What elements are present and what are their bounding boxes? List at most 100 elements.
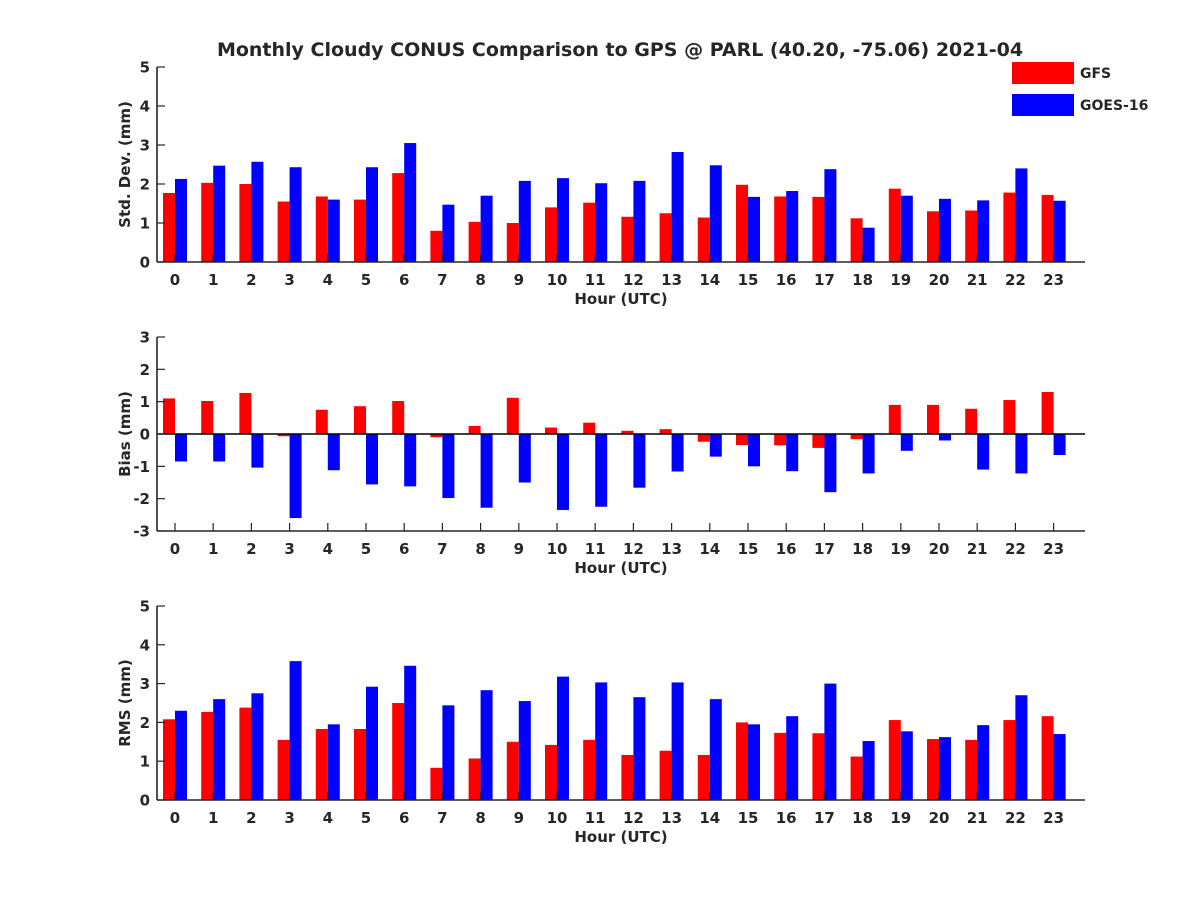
bar-gfs-hour-19	[888, 404, 901, 434]
bar-gfs-hour-14	[697, 754, 710, 800]
x-tick-label: 6	[399, 540, 409, 558]
x-tick-label: 12	[623, 271, 644, 289]
bar-gfs-hour-21	[965, 739, 978, 800]
x-tick-label: 20	[929, 809, 950, 827]
bar-gfs-hour-10	[545, 207, 557, 262]
bar-goes-16-hour-9	[518, 180, 531, 262]
x-tick-label: 16	[776, 540, 797, 558]
bar-goes-16-hour-2	[251, 693, 264, 800]
x-tick-label: 22	[1005, 271, 1026, 289]
bar-gfs-hour-8	[468, 221, 481, 262]
bar-gfs-hour-7	[430, 767, 443, 800]
bar-goes-16-hour-18	[862, 227, 875, 262]
bar-goes-16-hour-4	[327, 199, 340, 262]
bar-goes-16-hour-9	[518, 434, 531, 483]
bar-gfs-hour-23	[1041, 391, 1054, 434]
bar-goes-16-hour-0	[175, 434, 187, 462]
x-tick-label: 18	[852, 540, 873, 558]
bar-gfs-hour-22	[1003, 720, 1016, 800]
x-tick-label: 10	[547, 540, 568, 558]
bar-goes-16-hour-3	[289, 661, 302, 800]
bar-goes-16-hour-14	[709, 165, 722, 262]
bar-goes-16-hour-5	[366, 167, 378, 262]
bar-goes-16-hour-13	[671, 434, 684, 472]
x-tick-label: 0	[170, 271, 180, 289]
bar-goes-16-hour-4	[327, 724, 340, 800]
bar-goes-16-hour-7	[442, 204, 455, 262]
x-tick-label: 9	[514, 540, 524, 558]
bar-goes-16-hour-23	[1053, 434, 1066, 456]
bar-goes-16-hour-8	[480, 434, 493, 508]
bar-gfs-hour-3	[277, 739, 290, 800]
bar-goes-16-hour-20	[939, 737, 951, 800]
x-tick-label: 5	[361, 809, 371, 827]
bar-gfs-hour-3	[277, 434, 290, 437]
x-tick-label: 20	[929, 540, 950, 558]
x-tick-label: 15	[738, 540, 759, 558]
x-tick-label: 21	[967, 540, 988, 558]
bar-goes-16-hour-14	[709, 699, 722, 800]
x-tick-label: 3	[284, 809, 294, 827]
bar-goes-16-hour-11	[595, 183, 608, 262]
bar-goes-16-hour-5	[366, 434, 378, 485]
x-tick-label: 11	[585, 809, 606, 827]
bar-goes-16-hour-5	[366, 686, 378, 800]
bar-goes-16-hour-11	[595, 434, 608, 507]
x-tick-label: 14	[699, 271, 720, 289]
bar-gfs-hour-5	[354, 406, 366, 434]
x-tick-label: 18	[852, 271, 873, 289]
bar-goes-16-hour-7	[442, 705, 455, 800]
bar-gfs-hour-6	[392, 173, 405, 262]
bar-gfs-hour-23	[1041, 194, 1054, 262]
bar-gfs-hour-22	[1003, 400, 1016, 434]
x-axis-label: Hour (UTC)	[574, 559, 667, 577]
x-axis-label: Hour (UTC)	[574, 290, 667, 308]
bar-goes-16-hour-4	[327, 434, 340, 471]
bar-gfs-hour-18	[850, 218, 863, 262]
bar-goes-16-hour-22	[1015, 168, 1028, 262]
bar-gfs-hour-1	[201, 401, 214, 434]
bar-gfs-hour-2	[239, 707, 252, 800]
bar-goes-16-hour-6	[404, 665, 417, 800]
y-tick-label: 5	[140, 598, 150, 616]
x-tick-label: 22	[1005, 809, 1026, 827]
bar-gfs-hour-3	[277, 201, 290, 262]
bar-goes-16-hour-23	[1053, 734, 1066, 800]
bar-goes-16-hour-12	[633, 697, 646, 800]
bar-goes-16-hour-19	[900, 731, 913, 800]
x-tick-label: 5	[361, 271, 371, 289]
x-tick-label: 5	[361, 540, 371, 558]
bar-goes-16-hour-13	[671, 682, 684, 800]
bar-gfs-hour-14	[697, 434, 710, 442]
x-tick-label: 23	[1043, 271, 1064, 289]
bar-gfs-hour-1	[201, 711, 214, 800]
bar-gfs-hour-16	[774, 196, 787, 262]
legend-label-gfs: GFS	[1080, 66, 1111, 82]
x-tick-label: 11	[585, 271, 606, 289]
bar-goes-16-hour-0	[175, 178, 187, 262]
bar-gfs-hour-10	[545, 427, 557, 434]
bar-gfs-hour-2	[239, 392, 252, 434]
bar-gfs-hour-4	[315, 409, 328, 434]
y-tick-label: 1	[140, 215, 150, 233]
y-tick-label: 3	[140, 329, 150, 347]
y-tick-label: 3	[140, 137, 150, 155]
y-axis-label: Bias (mm)	[116, 391, 134, 477]
bar-gfs-hour-14	[697, 217, 710, 262]
bar-gfs-hour-16	[774, 732, 787, 800]
bar-gfs-hour-10	[545, 744, 557, 800]
bar-goes-16-hour-1	[213, 699, 226, 800]
bar-gfs-hour-5	[354, 728, 366, 800]
bar-goes-16-hour-1	[213, 434, 226, 462]
x-tick-label: 22	[1005, 540, 1026, 558]
x-tick-label: 2	[246, 540, 256, 558]
x-tick-label: 17	[814, 809, 835, 827]
x-tick-label: 23	[1043, 540, 1064, 558]
bar-goes-16-hour-12	[633, 180, 646, 262]
bar-gfs-hour-19	[888, 720, 901, 800]
x-tick-label: 23	[1043, 809, 1064, 827]
bar-gfs-hour-17	[812, 733, 825, 800]
